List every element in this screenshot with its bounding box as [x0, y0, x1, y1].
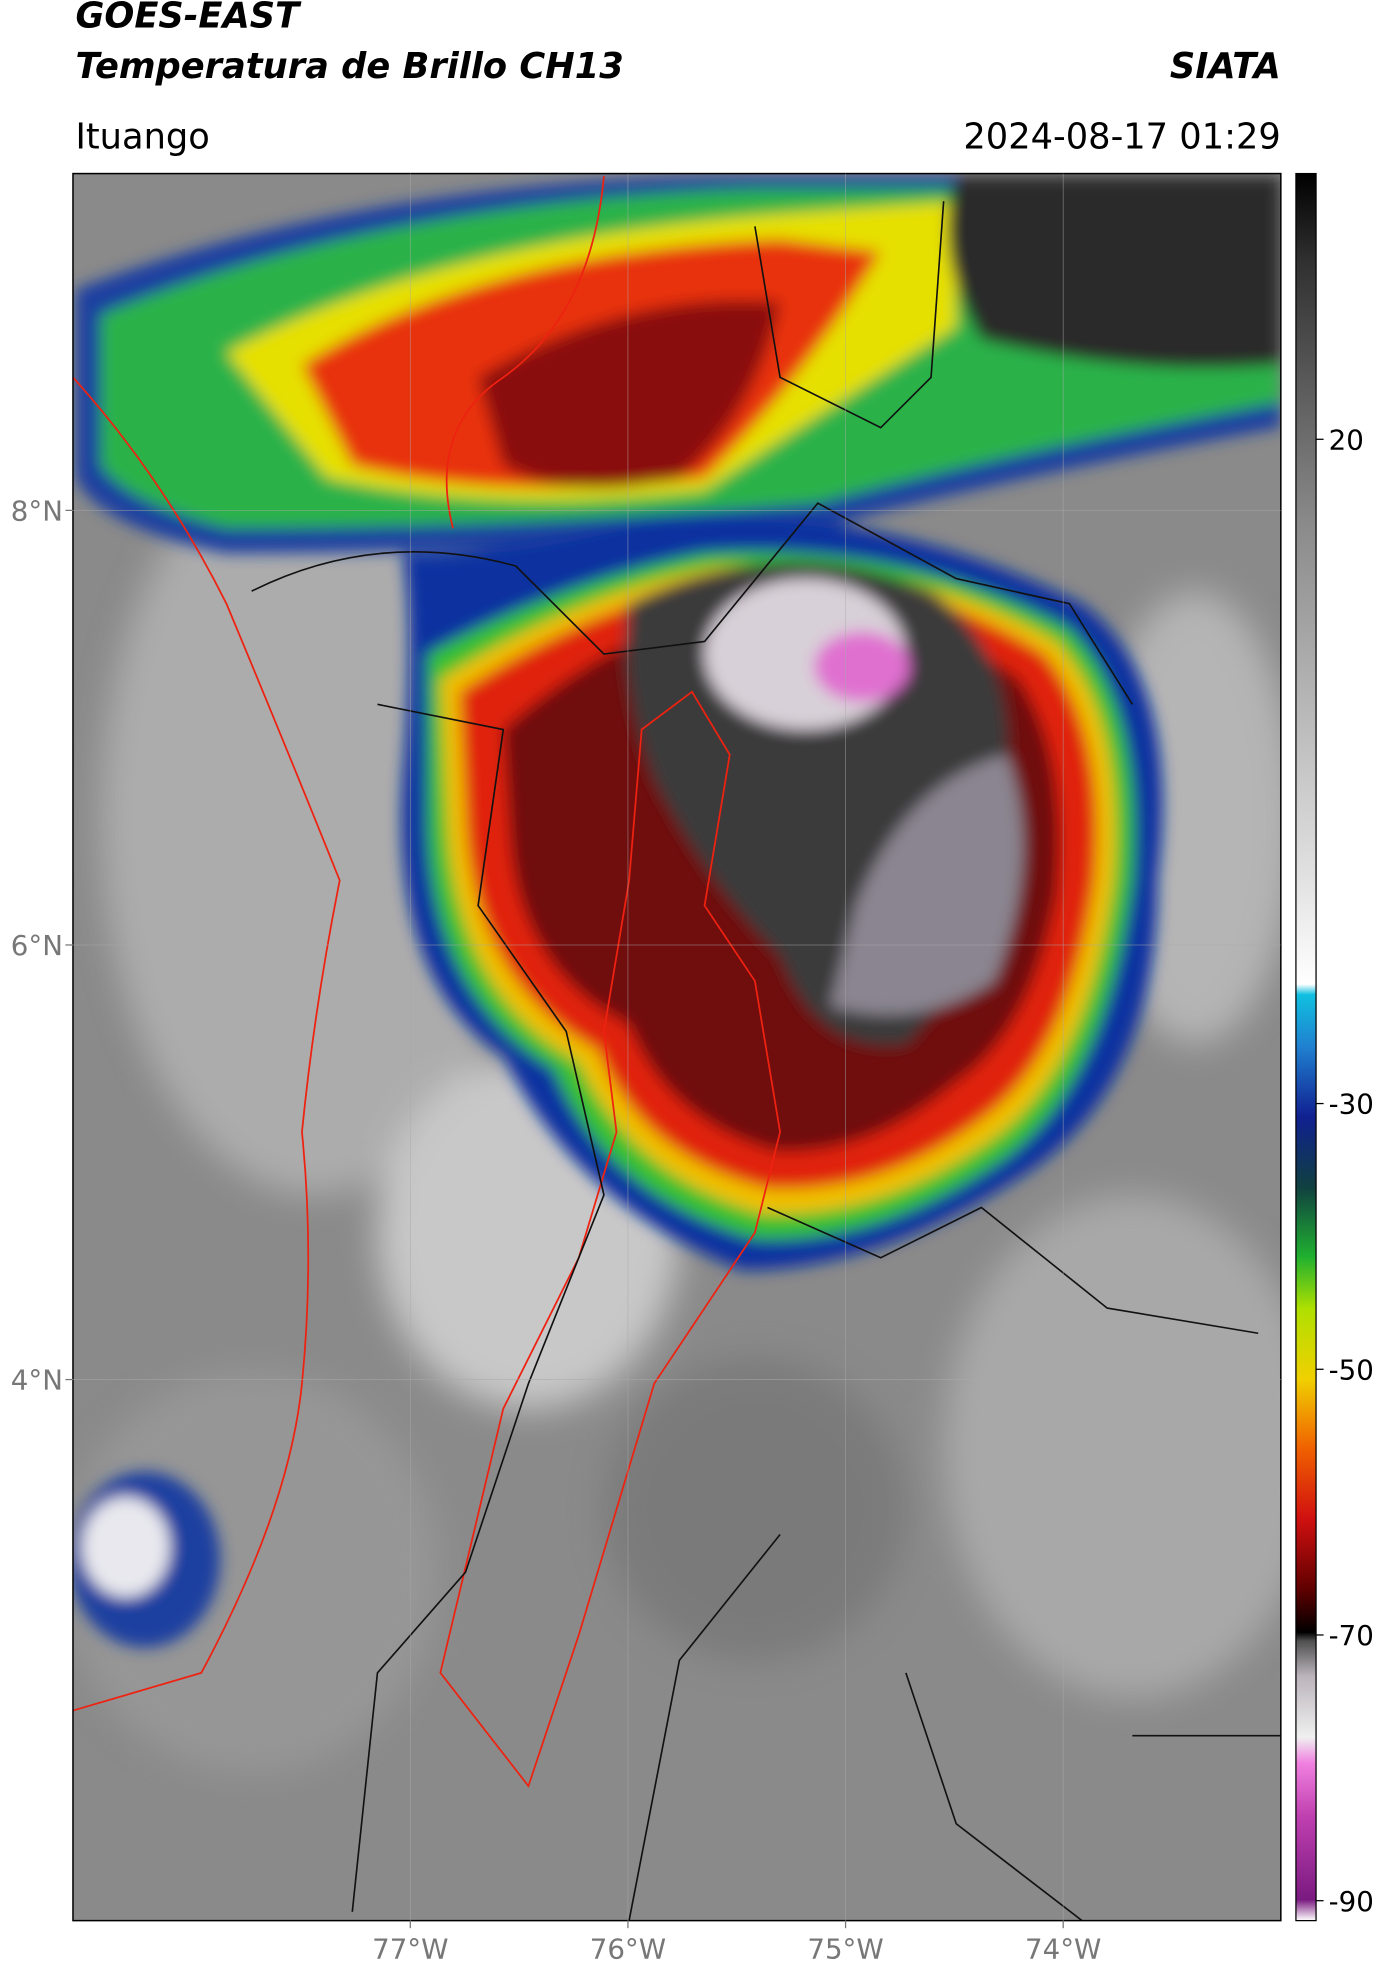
map-frame	[72, 172, 1282, 1922]
x-tick-label: 74°W	[1025, 1932, 1101, 1965]
colorbar-tick-label: -50	[1329, 1353, 1374, 1386]
x-tick-label: 75°W	[807, 1932, 883, 1965]
colorbar-tick-label: -70	[1329, 1619, 1374, 1652]
y-tick-label: 8°N	[11, 494, 63, 527]
colorbar-tick-label: -90	[1329, 1885, 1374, 1918]
subtitle: Temperatura de Brillo CH13	[75, 46, 623, 87]
x-tick-label: 77°W	[372, 1932, 448, 1965]
title: GOES-EAST	[75, 0, 302, 37]
colorbar	[1295, 172, 1317, 1922]
agency: SIATA	[1170, 46, 1281, 87]
colorbar-tick-label: 20	[1329, 423, 1364, 456]
borders	[72, 176, 1281, 1921]
y-tick-label: 4°N	[11, 1364, 63, 1397]
y-tick-label: 6°N	[11, 929, 63, 962]
satellite-image	[72, 173, 1281, 1921]
datetime: 2024-08-17 01:29	[963, 116, 1280, 157]
colorbar-tick-label: -30	[1329, 1088, 1374, 1121]
x-tick-label: 76°W	[590, 1932, 666, 1965]
region: Ituango	[75, 116, 209, 157]
